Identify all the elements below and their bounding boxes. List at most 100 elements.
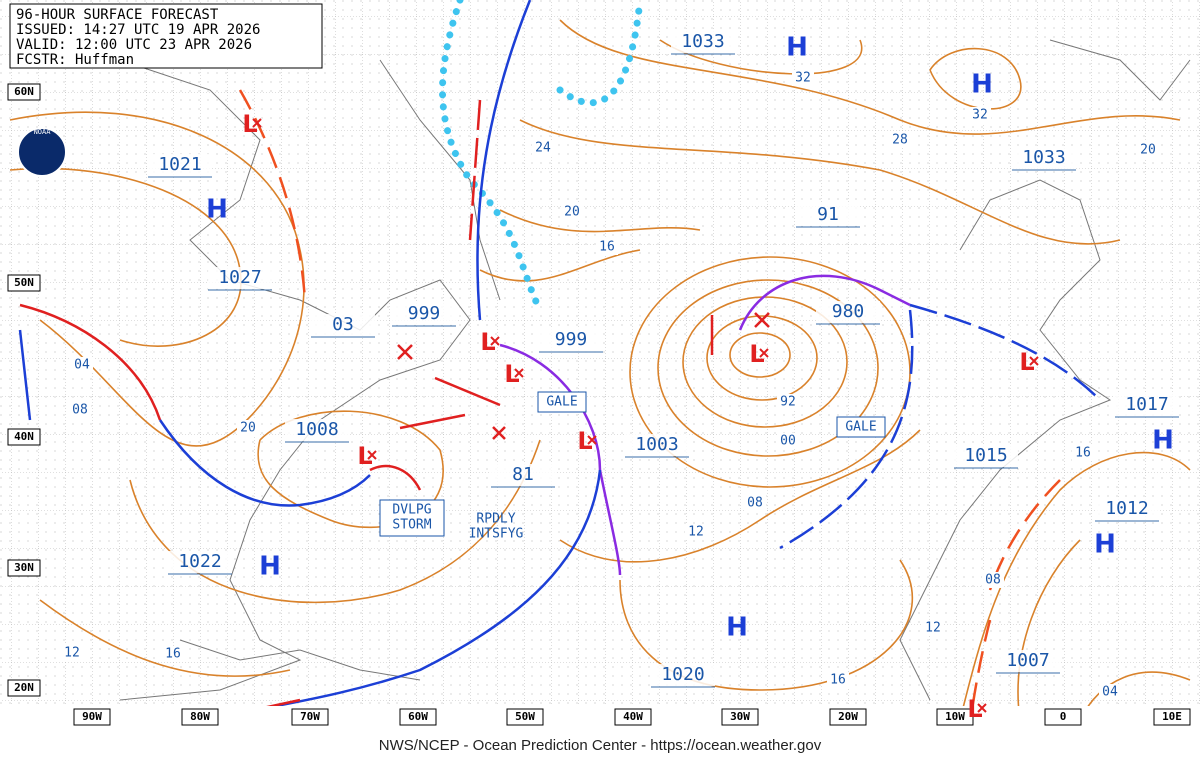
annotation: RPDLY xyxy=(476,512,515,527)
lat-box xyxy=(7,274,41,292)
isobar-label: 08 xyxy=(985,573,1001,588)
header-line: FCSTR: Huffman xyxy=(16,52,134,68)
isobar-label-bg xyxy=(1099,684,1121,700)
high-center: H xyxy=(726,613,748,643)
pressure-label-bg xyxy=(996,650,1060,672)
isobar-label: 32 xyxy=(972,108,988,123)
isobar-label: 04 xyxy=(1102,685,1118,700)
low-center: L xyxy=(480,328,495,356)
lat-label: 40N xyxy=(14,430,34,443)
pressure-label-bg xyxy=(491,464,555,486)
isobar-label-bg xyxy=(1137,142,1159,158)
low-center: L xyxy=(967,695,982,723)
lon-box xyxy=(614,708,652,726)
isobar-label-bg xyxy=(1072,445,1094,461)
ice-edge xyxy=(439,0,644,314)
low-x xyxy=(977,703,987,713)
pressure-label-bg xyxy=(148,154,212,176)
header-line: VALID: 12:00 UTC 23 APR 2026 xyxy=(16,37,252,53)
isobar-label: 16 xyxy=(599,240,615,255)
lon-box xyxy=(721,708,759,726)
lat-box xyxy=(7,428,41,446)
lon-box xyxy=(1153,708,1191,726)
isobar-label: 12 xyxy=(925,621,941,636)
isobar-label: 08 xyxy=(72,403,88,418)
isobar-label-bg xyxy=(162,646,184,662)
isobar-label: 12 xyxy=(64,646,80,661)
pressure-label-bg xyxy=(651,664,715,686)
header-line: ISSUED: 14:27 UTC 19 APR 2026 xyxy=(16,22,260,38)
low-x xyxy=(367,450,377,460)
low-x xyxy=(252,118,262,128)
isobar-label-bg xyxy=(889,132,911,148)
low-center: L xyxy=(357,442,372,470)
low-x xyxy=(490,336,500,346)
pressure-label-bg xyxy=(1095,498,1159,520)
isobar-label-bg xyxy=(561,204,583,220)
high-center: H xyxy=(971,70,993,100)
isobar-label-bg xyxy=(777,394,799,410)
lon-box xyxy=(181,708,219,726)
isobar-label-bg xyxy=(61,645,83,661)
pressure-label-bg xyxy=(539,329,603,351)
low-x xyxy=(1029,356,1039,366)
isobar-label: 24 xyxy=(535,141,551,156)
isobar-label-bg xyxy=(237,420,259,436)
pressure-label: 1012 xyxy=(1105,498,1148,519)
noaa-logo xyxy=(17,127,67,177)
annotation: GALE xyxy=(546,395,577,410)
pressure-label-bg xyxy=(1012,147,1076,169)
isobar-label-bg xyxy=(922,620,944,636)
lon-box xyxy=(1044,708,1082,726)
isobar-label: 20 xyxy=(564,205,580,220)
isobar-label: 20 xyxy=(1140,143,1156,158)
annotation-box xyxy=(379,499,445,537)
annotation: STORM xyxy=(392,518,431,533)
lon-box xyxy=(829,708,867,726)
high-center: H xyxy=(206,195,228,225)
high-center: H xyxy=(1152,426,1174,456)
pressure-label: 1008 xyxy=(295,419,338,440)
low-center: L xyxy=(242,110,257,138)
high-center: H xyxy=(786,33,808,63)
pressure-label: 91 xyxy=(817,204,839,225)
isobar-label: 20 xyxy=(240,421,256,436)
isobar-label-bg xyxy=(744,495,766,511)
lon-label: 80W xyxy=(190,710,210,723)
pressure-label-bg xyxy=(1115,394,1179,416)
pressure-label: 1021 xyxy=(158,154,201,175)
isobar-label: 16 xyxy=(830,673,846,688)
isobar-label: 28 xyxy=(892,133,908,148)
header-line: 96-HOUR SURFACE FORECAST xyxy=(16,7,219,23)
low-x xyxy=(514,368,524,378)
pressure-label-bg xyxy=(392,303,456,325)
pressure-label: 1003 xyxy=(635,434,678,455)
low-center: L xyxy=(1019,348,1034,376)
pressure-label: 1015 xyxy=(964,445,1007,466)
pressure-label: 999 xyxy=(555,329,588,350)
pressure-label: 1022 xyxy=(178,551,221,572)
lon-box xyxy=(936,708,974,726)
pressure-label-bg xyxy=(208,267,272,289)
high-center: H xyxy=(1094,530,1116,560)
lat-box xyxy=(7,559,41,577)
isobar-label-bg xyxy=(596,239,618,255)
lat-box xyxy=(7,679,41,697)
isobars xyxy=(9,19,1191,721)
logo-text: NOAA xyxy=(34,128,52,136)
lon-label: 0 xyxy=(1060,710,1067,723)
isobar-label: 92 xyxy=(780,395,796,410)
isobar-label-bg xyxy=(71,357,93,373)
lon-strip xyxy=(0,706,1200,730)
pressure-label-bg xyxy=(311,314,375,336)
lon-box xyxy=(399,708,437,726)
pressure-label: 980 xyxy=(832,301,865,322)
isobar-label-bg xyxy=(792,70,814,86)
pressure-label: 1033 xyxy=(681,31,724,52)
pressure-label-bg xyxy=(671,31,735,53)
lon-label: 30W xyxy=(730,710,750,723)
pressure-label-bg xyxy=(625,434,689,456)
lat-label: 20N xyxy=(14,681,34,694)
lon-box xyxy=(73,708,111,726)
